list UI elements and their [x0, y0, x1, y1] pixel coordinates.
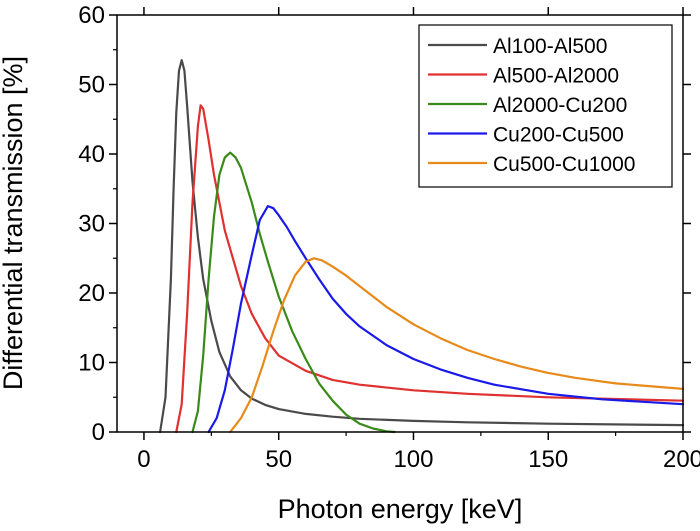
- x-tick-label: 100: [393, 446, 433, 473]
- series-line-3: [207, 205, 685, 434]
- x-tick-label: 0: [137, 446, 150, 473]
- legend: Al100-Al500 Al500-Al2000 Al2000-Cu200 Cu200…: [418, 24, 673, 188]
- y-tick-label: 60: [78, 2, 105, 29]
- series-line-1: [175, 104, 685, 434]
- y-tick-label: 40: [78, 141, 105, 168]
- x-axis-label: Photon energy [keV]: [278, 494, 523, 524]
- series-line-4: [229, 257, 685, 434]
- y-tick-label: 10: [78, 350, 105, 377]
- x-tick-label: 50: [265, 446, 292, 473]
- y-tick-label: 20: [78, 280, 105, 307]
- legend-label-2: Al2000-Cu200: [493, 94, 627, 117]
- legend-label-3: Cu200-Cu500: [493, 124, 624, 147]
- series-line-2: [191, 151, 396, 434]
- x-axis-ticks: 0 50 100 150 200: [137, 7, 700, 473]
- y-axis-label: Differential transmission [%]: [0, 56, 28, 390]
- x-tick-label: 200: [663, 446, 700, 473]
- plot-lines: [159, 59, 685, 434]
- y-tick-label: 50: [78, 72, 105, 99]
- series-line-0: [159, 59, 685, 434]
- legend-box: [418, 24, 673, 188]
- x-tick-label: 150: [528, 446, 568, 473]
- y-tick-label: 30: [78, 211, 105, 238]
- y-axis-ticks: 0 10 20 30 40 50 60: [78, 2, 691, 446]
- y-tick-label: 0: [92, 419, 105, 446]
- legend-label-0: Al100-Al500: [493, 35, 607, 58]
- legend-label-4: Cu500-Cu1000: [493, 153, 635, 176]
- legend-label-1: Al500-Al2000: [493, 65, 619, 88]
